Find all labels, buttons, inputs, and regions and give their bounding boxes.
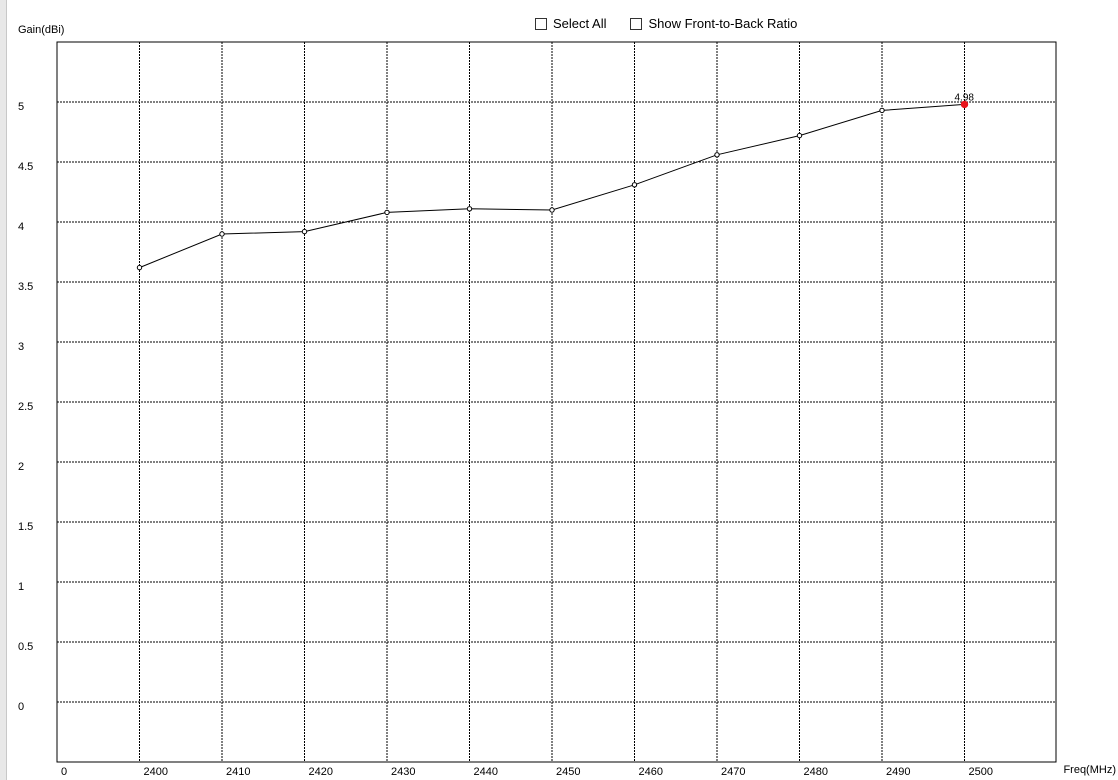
data-point[interactable] bbox=[796, 132, 803, 139]
x-tick-label: 2470 bbox=[721, 766, 745, 778]
x-axis-title: Freq(MHz) bbox=[1063, 764, 1116, 776]
x-tick-label: 2430 bbox=[391, 766, 415, 778]
x-tick-label: 2440 bbox=[474, 766, 498, 778]
y-tick-label: 5 bbox=[18, 101, 24, 113]
highlighted-data-point[interactable] bbox=[960, 100, 969, 109]
x-tick-label: 2490 bbox=[886, 766, 910, 778]
select-all-label: Select All bbox=[553, 16, 607, 31]
front-to-back-label: Show Front-to-Back Ratio bbox=[648, 16, 798, 31]
select-all-checkbox[interactable]: Select All bbox=[535, 16, 606, 31]
highlighted-point-label: 4.98 bbox=[955, 92, 975, 103]
y-tick-label: 3 bbox=[18, 341, 24, 353]
chart-toolbar: Select All Show Front-to-Back Ratio bbox=[535, 16, 797, 31]
data-point[interactable] bbox=[549, 207, 555, 213]
x-tick-label: 2410 bbox=[226, 766, 250, 778]
y-tick-label: 2 bbox=[18, 461, 24, 473]
data-point[interactable] bbox=[714, 152, 720, 158]
select-all-checkbox-box[interactable] bbox=[535, 17, 547, 30]
x-tick-label: 2400 bbox=[144, 766, 168, 778]
data-point[interactable] bbox=[384, 209, 390, 216]
y-tick-label: 4.5 bbox=[18, 161, 33, 173]
front-to-back-checkbox-box[interactable] bbox=[630, 17, 643, 30]
window-left-border bbox=[0, 0, 7, 780]
y-tick-label: 2.5 bbox=[18, 401, 33, 413]
data-point[interactable] bbox=[136, 264, 143, 271]
label-layer: 4.98 bbox=[955, 92, 975, 103]
data-point[interactable] bbox=[879, 107, 885, 114]
y-axis-title: Gain(dBi) bbox=[18, 24, 65, 36]
y-tick-label: 0 bbox=[18, 701, 24, 713]
x-tick-label: 0 bbox=[61, 766, 67, 778]
y-tick-label: 4 bbox=[18, 221, 24, 233]
grid-layer bbox=[57, 42, 1056, 762]
y-tick-label: 1 bbox=[18, 581, 24, 593]
axis-layer: 0 0.5 1 1.5 2 2.5 3 3.5 4 4.5 5 0 2400 2410 2420 2430 24… bbox=[18, 41, 1057, 778]
series-layer bbox=[136, 100, 969, 271]
y-tick-label: 0.5 bbox=[18, 641, 33, 653]
y-tick-label: 1.5 bbox=[18, 521, 33, 533]
x-tick-label: 2420 bbox=[309, 766, 333, 778]
data-point[interactable] bbox=[631, 182, 638, 188]
data-point[interactable] bbox=[219, 231, 225, 237]
data-point[interactable] bbox=[301, 228, 308, 235]
x-tick-label: 2460 bbox=[639, 766, 663, 778]
plot-frame bbox=[56, 41, 1057, 763]
x-tick-label: 2480 bbox=[804, 766, 828, 778]
x-tick-label: 2500 bbox=[969, 766, 993, 778]
y-tick-label: 3.5 bbox=[18, 281, 33, 293]
data-point[interactable] bbox=[466, 206, 473, 212]
front-to-back-checkbox[interactable]: Show Front-to-Back Ratio bbox=[630, 16, 797, 31]
x-tick-label: 2450 bbox=[556, 766, 580, 778]
